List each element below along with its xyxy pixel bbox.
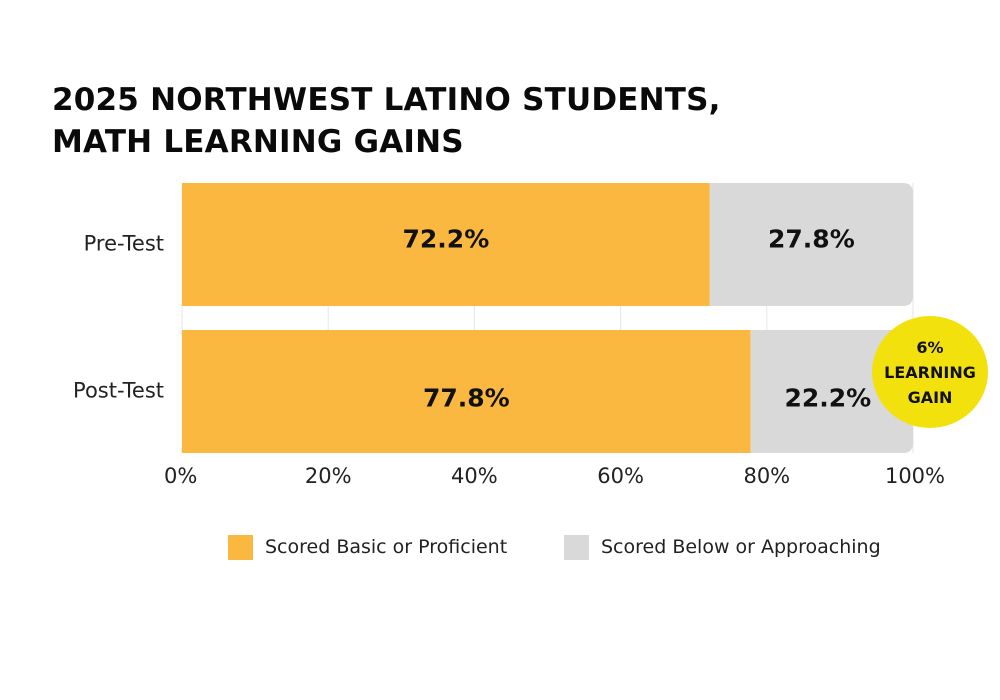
data-label-pre-test-1: 27.8%: [768, 225, 855, 254]
x-tick-label-1: 20%: [305, 464, 352, 488]
learning-gain-badge-line-2: LEARNING: [884, 362, 976, 382]
bar-pre-test-1: [709, 183, 913, 306]
category-label-post-test: Post-Test: [73, 379, 164, 403]
legend-swatch-basic-proficient: [228, 534, 253, 560]
x-tick-label-0: 0%: [164, 464, 197, 488]
legend-label-below-approaching: Scored Below or Approaching: [601, 536, 881, 558]
x-tick-label-3: 60%: [597, 464, 644, 488]
category-label-pre-test: Pre-Test: [84, 232, 164, 256]
x-tick-label-5: 100%: [885, 464, 945, 488]
chart-title-line-2: MATH LEARNING GAINS: [52, 124, 464, 160]
legend-label-basic-proficient: Scored Basic or Proficient: [265, 536, 508, 558]
data-label-post-test-0: 77.8%: [423, 384, 510, 413]
learning-gain-badge-line-1: 6%: [916, 337, 944, 357]
learning-gain-badge-line-3: GAIN: [907, 387, 953, 407]
bar-pre-test-0: [182, 183, 710, 306]
x-tick-label-4: 80%: [743, 464, 790, 488]
learning-gain-badge: 6% LEARNING GAIN: [872, 316, 988, 428]
chart-title-line-1: 2025 NORTHWEST LATINO STUDENTS,: [52, 82, 721, 118]
data-label-post-test-1: 22.2%: [784, 384, 871, 413]
x-tick-label-2: 40%: [451, 464, 498, 488]
legend-item-below-approaching: Scored Below or Approaching: [564, 534, 881, 560]
data-label-pre-test-0: 72.2%: [403, 225, 490, 254]
legend-item-basic-proficient: Scored Basic or Proficient: [228, 534, 507, 560]
bar-post-test-0: [182, 330, 751, 453]
legend-swatch-below-approaching: [564, 534, 589, 560]
